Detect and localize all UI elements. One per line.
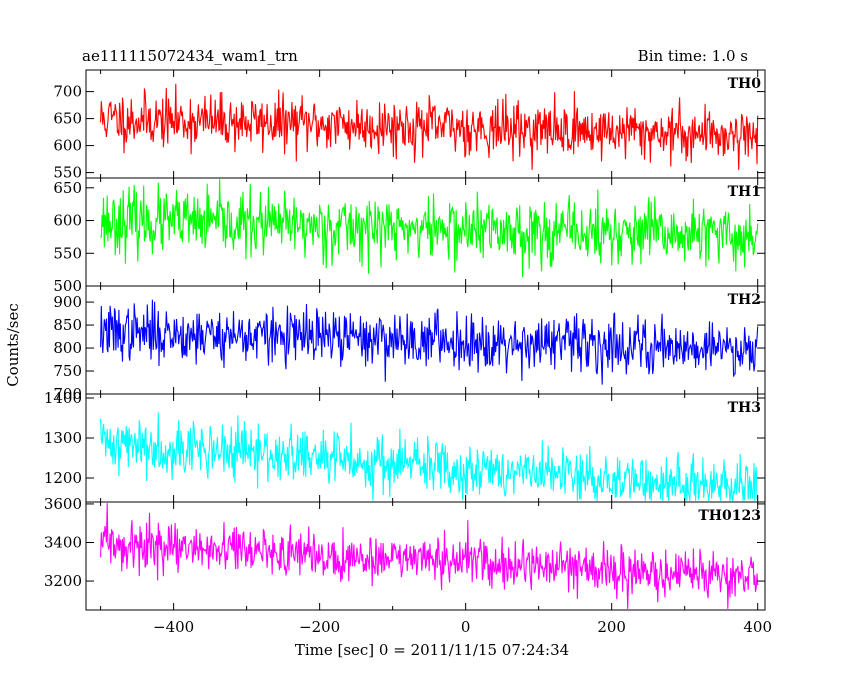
panels-group: 550 600 650 700 TH0 500 550 600 650 TH1 700 750 800 8…: [44, 69, 766, 611]
y-tick-label: 900: [53, 293, 82, 311]
panel-th3: 1200 1300 1400 TH3: [44, 389, 766, 503]
x-tick-label: −400: [153, 618, 194, 636]
x-tick-label: 200: [597, 618, 626, 636]
y-tick-label: 850: [53, 316, 82, 334]
y-tick-label: 700: [53, 385, 82, 403]
y-tick-label: 3200: [44, 572, 82, 590]
x-tick-label: 400: [743, 618, 772, 636]
y-tick-label: 550: [53, 164, 82, 182]
panel-frame: [85, 501, 766, 611]
y-axis-title: Counts/sec: [4, 303, 22, 387]
y-tick-label: 650: [53, 110, 82, 128]
series-line-th3: [100, 412, 759, 502]
x-axis: −400 −200 0 200 400: [153, 618, 772, 636]
y-tick-label: 750: [53, 362, 82, 380]
y-tick-label: 800: [53, 339, 82, 357]
series-label: TH1: [728, 184, 761, 200]
y-tick-label: 500: [53, 277, 82, 295]
series-label: TH0123: [698, 508, 761, 524]
series-label: TH3: [728, 400, 761, 416]
y-tick-label: 1300: [44, 429, 82, 447]
panel-th2: 700 750 800 850 900 TH2: [53, 285, 766, 403]
bin-time-label: Bin time: 1.0 s: [638, 47, 748, 65]
panel-th0: 550 600 650 700 TH0: [53, 69, 766, 182]
y-tick-label: 1400: [44, 389, 82, 407]
y-tick-label: 1200: [44, 469, 82, 487]
x-axis-title: Time [sec] 0 = 2011/11/15 07:24:34: [295, 641, 569, 659]
panel-th1: 500 550 600 650 TH1: [53, 177, 766, 295]
y-tick-label: 3600: [44, 495, 82, 513]
y-tick-label: 600: [53, 212, 82, 230]
chart-title: ae111115072434_wam1_trn: [82, 47, 298, 65]
panel-th0123: 3200 3400 3600 TH0123: [44, 495, 766, 611]
y-tick-label: 700: [53, 83, 82, 101]
y-tick-label: 650: [53, 179, 82, 197]
x-tick-label: −200: [299, 618, 340, 636]
series-label: TH2: [728, 292, 761, 308]
series-line-th2: [100, 299, 759, 385]
series-line-th1: [100, 179, 759, 278]
series-line-th0123: [100, 503, 759, 609]
x-tick-label: 0: [461, 618, 471, 636]
series-line-th0: [100, 83, 759, 170]
y-tick-label: 600: [53, 137, 82, 155]
y-tick-label: 550: [53, 244, 82, 262]
series-label: TH0: [728, 76, 762, 92]
y-tick-label: 3400: [44, 534, 82, 552]
